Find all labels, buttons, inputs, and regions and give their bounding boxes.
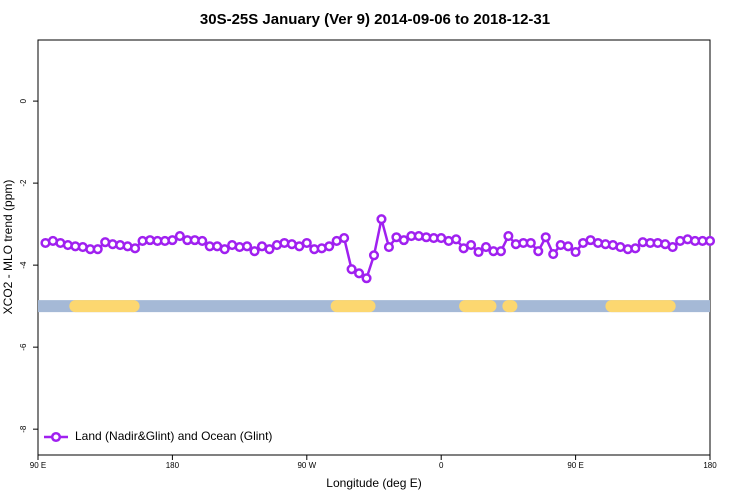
chart-title: 30S-25S January (Ver 9) 2014-09-06 to 20… xyxy=(200,11,550,28)
y-axis-label: XCO2 - MLO trend (ppm) xyxy=(1,180,15,315)
data-point xyxy=(398,235,409,246)
data-point xyxy=(473,246,484,258)
x-tick-label: 90 E xyxy=(567,461,583,470)
data-point xyxy=(451,234,462,245)
data-point xyxy=(667,242,678,253)
y-tick-label: 0 xyxy=(19,98,28,103)
data-point xyxy=(563,241,574,252)
data-point xyxy=(242,241,253,252)
x-tick-label: 180 xyxy=(166,461,180,470)
y-tick-label: -6 xyxy=(19,343,28,351)
data-point xyxy=(197,235,208,246)
data-point xyxy=(495,246,506,257)
data-point xyxy=(324,241,335,252)
data-point xyxy=(174,230,185,242)
data-point xyxy=(368,250,380,261)
y-tick-label: -2 xyxy=(19,179,28,187)
data-point xyxy=(540,232,551,243)
data-point xyxy=(249,246,260,257)
data-point xyxy=(570,246,581,258)
data-point xyxy=(503,230,514,242)
data-point xyxy=(92,244,103,255)
data-point xyxy=(301,237,312,249)
data-point xyxy=(480,242,492,253)
x-axis-label: Longitude (deg E) xyxy=(326,476,421,490)
legend-label: Land (Nadir&Glint) and Ocean (Glint) xyxy=(75,429,272,443)
data-point xyxy=(630,243,641,254)
y-tick-label: -4 xyxy=(19,261,28,269)
y-tick-label: -8 xyxy=(19,425,28,433)
data-point xyxy=(264,244,275,255)
data-point xyxy=(339,233,350,244)
data-point xyxy=(219,244,230,255)
data-point xyxy=(704,235,716,246)
data-point xyxy=(548,249,559,260)
data-point xyxy=(466,239,477,251)
data-point xyxy=(376,214,387,225)
x-tick-label: 0 xyxy=(439,461,444,470)
data-point xyxy=(383,242,394,253)
plot-frame xyxy=(37,39,711,456)
legend-marker xyxy=(50,431,62,443)
x-tick-label: 90 E xyxy=(30,461,46,470)
data-point xyxy=(525,237,536,249)
data-point xyxy=(346,264,357,275)
data-point xyxy=(361,273,372,284)
x-tick-label: 180 xyxy=(703,461,717,470)
x-tick-label: 90 W xyxy=(297,461,316,470)
data-point xyxy=(533,246,544,257)
data-point xyxy=(130,243,141,254)
data-point xyxy=(167,235,178,246)
data-point xyxy=(354,268,365,279)
